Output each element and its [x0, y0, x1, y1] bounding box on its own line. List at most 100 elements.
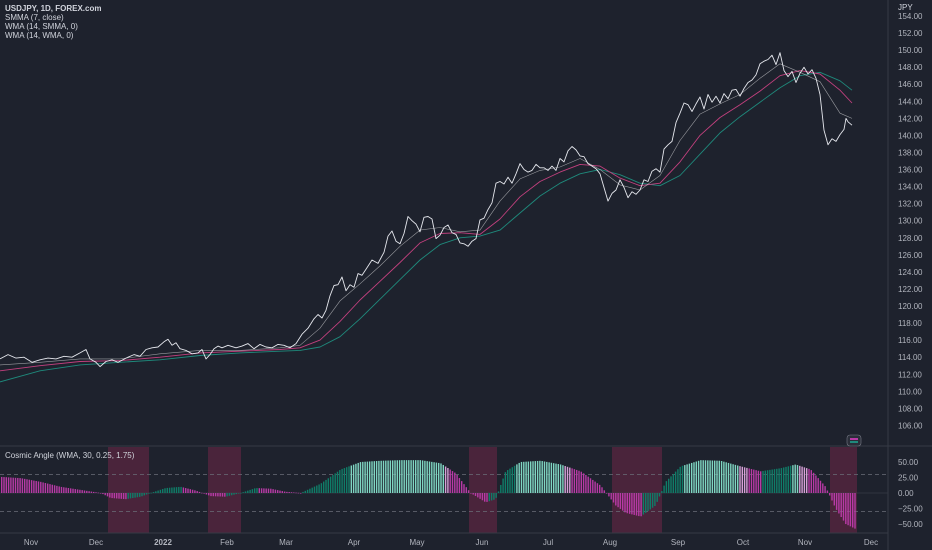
histogram-bar — [118, 493, 120, 499]
price-axis-tick-label: 138.00 — [898, 148, 923, 157]
histogram-bar — [647, 493, 649, 512]
histogram-bar — [576, 469, 578, 493]
histogram-bar — [403, 460, 405, 493]
histogram-bar — [67, 487, 70, 493]
histogram-bar — [603, 490, 605, 493]
histogram-bar — [679, 466, 681, 493]
histogram-bar — [90, 491, 93, 493]
histogram-bar — [472, 493, 474, 495]
histogram-bar — [320, 483, 323, 493]
pane-toggle-icon[interactable] — [846, 434, 862, 447]
histogram-bar — [95, 492, 97, 493]
histogram-bar — [714, 460, 716, 493]
histogram-bar — [24, 478, 26, 493]
histogram-bar — [672, 473, 674, 493]
histogram-bar — [421, 460, 424, 493]
histogram-bar — [656, 493, 658, 502]
histogram-bar — [720, 461, 723, 493]
histogram-bar — [240, 492, 242, 494]
histogram-bar — [520, 461, 523, 493]
histogram-bar — [527, 461, 530, 493]
x-axis-tick-label: Apr — [348, 538, 361, 547]
histogram-bar — [440, 463, 442, 493]
histogram-bar — [684, 465, 686, 493]
histogram-bar — [125, 493, 127, 500]
histogram-bar — [490, 493, 493, 501]
histogram-bar — [838, 493, 840, 514]
price-axis-tick-label: 128.00 — [898, 234, 923, 243]
histogram-bar — [336, 471, 339, 493]
histogram-bar — [640, 493, 642, 517]
x-axis-tick-label: 2022 — [154, 538, 172, 547]
histogram-bar — [12, 477, 14, 493]
histogram-bar — [415, 460, 417, 493]
histogram-bar — [286, 491, 288, 493]
histogram-bar — [449, 469, 451, 493]
histogram-bar — [702, 460, 704, 493]
histogram-bar — [704, 460, 707, 493]
histogram-bar — [550, 462, 553, 493]
histogram-bar — [743, 467, 746, 493]
oscillator-label[interactable]: Cosmic Angle (WMA, 30, 0.25, 1.75) — [5, 451, 135, 460]
histogram-bar — [840, 493, 842, 518]
histogram-bar — [484, 493, 486, 502]
indicator-wma-wma-label[interactable]: WMA (14, WMA, 0) — [5, 31, 74, 40]
histogram-bar — [329, 476, 332, 493]
histogram-bar — [615, 493, 617, 506]
indicator-wma-smma-label[interactable]: WMA (14, SMMA, 0) — [5, 22, 78, 31]
histogram-bar — [824, 486, 826, 493]
histogram-bar — [477, 493, 479, 498]
histogram-bar — [5, 477, 7, 493]
histogram-bar — [663, 485, 665, 493]
histogram-bar — [226, 493, 228, 497]
histogram-bar — [541, 461, 543, 493]
histogram-bar — [766, 470, 769, 493]
histogram-bar — [822, 483, 824, 493]
histogram-bar — [569, 467, 571, 493]
histogram-bar — [346, 467, 348, 493]
x-axis-tick-label: Feb — [220, 538, 234, 547]
histogram-bar — [534, 461, 536, 493]
price-axis-tick-label: 152.00 — [898, 29, 923, 38]
histogram-bar — [288, 492, 290, 493]
histogram-bar — [40, 481, 42, 493]
histogram-bar — [566, 466, 569, 493]
histogram-bar — [693, 462, 695, 493]
histogram-bar — [803, 467, 806, 493]
histogram-bar — [578, 470, 580, 493]
price-axis-tick-label: 146.00 — [898, 80, 923, 89]
histogram-bar — [180, 486, 182, 493]
histogram-bar — [829, 493, 831, 496]
histogram-bar — [447, 468, 449, 493]
x-axis-tick-label: May — [409, 538, 424, 547]
histogram-bar — [237, 493, 240, 494]
histogram-bar — [127, 493, 129, 499]
histogram-bar — [737, 465, 739, 493]
price-axis-tick-label: 154.00 — [898, 12, 923, 21]
histogram-bar — [677, 469, 679, 493]
histogram-bar — [60, 486, 63, 493]
symbol-title[interactable]: USDJPY, 1D, FOREX.com — [5, 4, 102, 13]
histogram-bar — [438, 462, 440, 493]
histogram-bar — [461, 481, 463, 493]
histogram-bar — [76, 489, 79, 493]
histogram-bar — [212, 493, 214, 497]
histogram-bar — [794, 464, 796, 493]
price-axis-tick-label: 120.00 — [898, 302, 923, 311]
histogram-bar — [323, 481, 325, 493]
histogram-bar — [845, 493, 847, 525]
histogram-bar — [789, 465, 792, 493]
histogram-bar — [536, 460, 539, 493]
histogram-bar — [28, 479, 30, 493]
histogram-bar — [72, 488, 74, 493]
histogram-bar — [88, 491, 90, 493]
price-axis-tick-label: 144.00 — [898, 97, 923, 106]
histogram-bar — [318, 484, 320, 493]
indicator-smma-label[interactable]: SMMA (7, close) — [5, 13, 64, 22]
histogram-bar — [488, 493, 490, 502]
histogram-bar — [139, 493, 141, 497]
histogram-bar — [265, 488, 267, 493]
histogram-bar — [580, 471, 582, 493]
histogram-bar — [668, 478, 670, 493]
